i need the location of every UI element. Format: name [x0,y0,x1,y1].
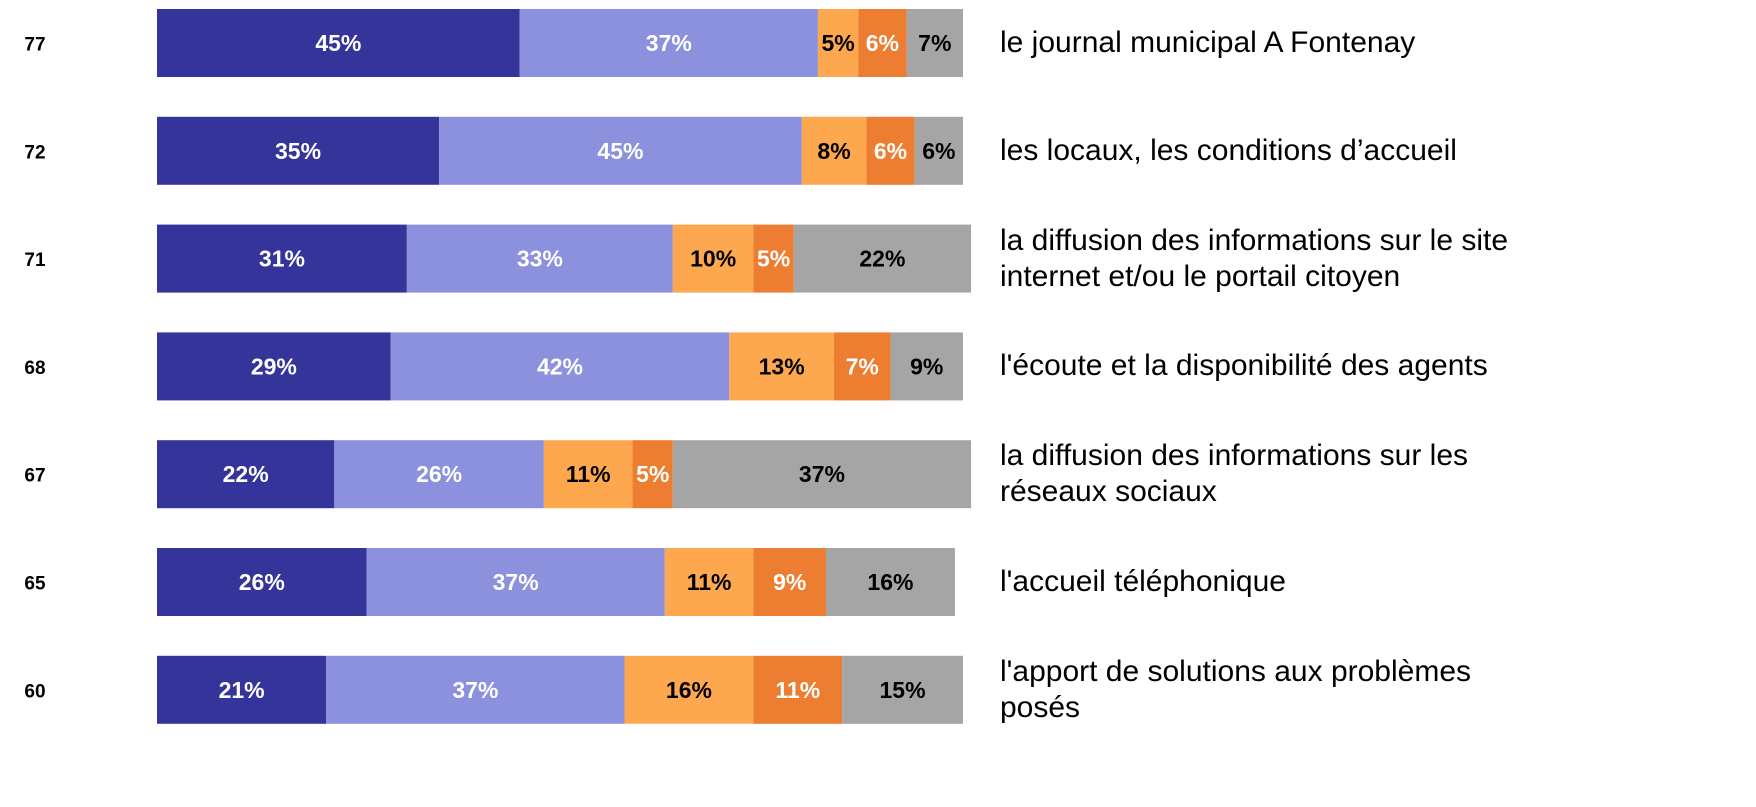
bar-segment [439,116,802,185]
data-label: 31% [259,246,305,272]
bar-segment [817,9,859,77]
data-label: 45% [597,138,643,164]
bar-segment [632,440,673,509]
bar-segment [825,548,955,616]
data-label: 16% [666,677,712,703]
bar-segment [157,548,367,616]
bar-segment [842,655,963,724]
bar-segment [906,9,963,77]
category-label: la diffusion des informations sur les ré… [1000,439,1469,509]
bar-segment [834,332,891,401]
bar-segment [672,224,754,293]
bar-segment [753,224,794,293]
bar-segment [157,116,440,185]
score-label: 65 [24,574,46,595]
data-label: 22% [223,461,269,487]
bar-segment [390,332,730,401]
bar-segment [914,116,963,185]
data-label: 26% [239,569,285,595]
data-label: 7% [846,353,879,379]
bar-segment [406,224,673,293]
data-label: 11% [566,461,611,487]
bar-segment [157,332,391,401]
bar-segment [672,440,972,509]
category-label: les locaux, les conditions d’accueil [1000,133,1457,167]
bar-segment [326,655,625,724]
bar-segment [664,548,754,616]
data-label: 13% [759,353,805,379]
bar-segment [801,116,867,185]
score-label: 67 [24,466,45,487]
data-label: 22% [859,246,905,272]
score-label: 71 [24,250,46,271]
data-label: 5% [757,246,790,272]
data-label: 35% [275,138,321,164]
bar-segment [366,548,665,616]
score-label: 72 [24,142,45,163]
data-label: 21% [219,677,265,703]
bar-segment [793,224,972,293]
data-label: 9% [910,353,943,379]
data-label: 42% [537,353,583,379]
bar-segment [753,548,826,616]
data-label: 10% [690,246,736,272]
category-label: l'apport de solutions aux problèmes posé… [1000,654,1472,724]
data-label: 16% [867,569,913,595]
data-label: 15% [880,677,926,703]
category-label: le journal municipal A Fontenay [1000,26,1416,59]
data-label: 9% [773,569,806,595]
bar-segment [519,9,818,77]
data-label: 6% [866,30,899,56]
data-label: 5% [821,30,854,56]
data-label: 37% [493,569,539,595]
data-label: 33% [517,246,563,272]
bar-segment [624,655,754,724]
bar-segment [334,440,544,509]
bar-segment [729,332,835,401]
category-label: la diffusion des informations sur le sit… [1000,223,1509,293]
bar-segment [157,224,407,293]
category-label: l'écoute et la disponibilité des agents [1000,349,1488,383]
bar-segment [157,655,327,724]
data-label: 29% [251,353,297,379]
data-label: 45% [315,30,361,56]
data-label: 37% [799,461,845,487]
category-label: l'accueil téléphonique [1000,565,1286,598]
data-label: 5% [636,461,669,487]
data-label: 6% [922,138,955,164]
data-label: 11% [687,569,732,595]
bar-segment [753,655,843,724]
bar-segment [543,440,633,509]
score-label: 77 [24,35,45,56]
bar-segment [858,9,907,77]
bar-segment [157,9,520,77]
data-label: 8% [817,138,850,164]
data-label: 6% [874,138,907,164]
data-label: 37% [646,30,692,56]
data-label: 37% [452,677,498,703]
data-label: 7% [918,30,951,56]
bar-segment [866,116,915,185]
score-label: 68 [24,358,45,379]
data-label: 11% [775,677,820,703]
bar-segment [157,440,335,509]
score-label: 60 [24,681,45,702]
bar-segment [890,332,963,401]
data-label: 26% [416,461,462,487]
